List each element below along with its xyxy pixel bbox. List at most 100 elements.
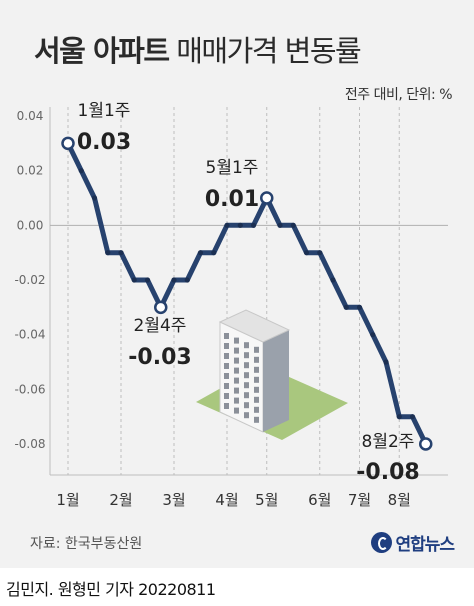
- logo-text: 연합뉴스: [395, 535, 455, 555]
- data-point: [118, 250, 124, 256]
- data-point: [277, 222, 283, 228]
- annotation-value: -0.03: [128, 345, 191, 370]
- y-tick-label: -0.08: [14, 437, 45, 451]
- building-window: [234, 357, 239, 364]
- building-window: [254, 416, 259, 423]
- building-window: [254, 406, 259, 413]
- logo-mark-icon: [371, 532, 393, 553]
- line-chart: 0.04 0.02 0.00 -0.02 -0.04 -0.06 -0.08 1월 2월 3월 4월…: [14, 101, 448, 509]
- data-point: [105, 250, 111, 256]
- building-window: [234, 397, 239, 404]
- y-tick-label: -0.02: [14, 273, 45, 287]
- data-point: [290, 222, 296, 228]
- building-window: [254, 366, 259, 373]
- building-window: [234, 347, 239, 354]
- data-point: [131, 277, 137, 283]
- unit-note: 전주 대비, 단위: %: [344, 87, 453, 103]
- building-side-shape: [263, 330, 289, 432]
- data-point: [250, 222, 257, 228]
- building-window: [224, 363, 229, 369]
- data-point: [224, 222, 230, 228]
- y-tick-label: 0.00: [17, 218, 44, 232]
- data-point: [144, 277, 151, 283]
- building-window: [234, 367, 239, 374]
- annotation-label: 1월1주: [78, 101, 131, 121]
- x-tick-label: 7월: [348, 491, 371, 509]
- building-icon: [196, 309, 348, 440]
- building-window: [254, 346, 259, 353]
- building-window: [234, 337, 239, 344]
- building-window: [244, 402, 249, 409]
- data-point: [197, 250, 204, 256]
- annotation-value: 0.01: [205, 187, 259, 212]
- y-tick-label: -0.04: [14, 328, 45, 342]
- building-window: [254, 376, 259, 383]
- data-point: [171, 277, 177, 283]
- building-window: [244, 392, 249, 399]
- annotation-value: -0.08: [356, 460, 419, 485]
- data-point: [91, 195, 98, 201]
- annotation-label: 8월2주: [362, 432, 415, 452]
- data-point: [409, 414, 416, 420]
- data-point: [343, 304, 349, 310]
- logo: 연합뉴스: [371, 530, 455, 555]
- title-rest: 매매가격 변동률: [176, 34, 361, 68]
- title-bold: 서울 아파트: [34, 34, 170, 68]
- building-window: [254, 396, 259, 403]
- data-point: [211, 250, 217, 256]
- building-window: [224, 333, 229, 339]
- x-tick-label: 5월: [255, 491, 278, 509]
- building-window: [234, 387, 239, 394]
- x-tick-label: 6월: [308, 491, 331, 509]
- data-point: [237, 222, 243, 228]
- x-tick-label: 4월: [215, 491, 238, 509]
- data-point: [184, 277, 190, 283]
- building-window: [224, 403, 229, 409]
- annotation-label: 5월1주: [206, 158, 259, 178]
- data-point: [317, 250, 323, 256]
- byline: 김민지. 원형민 기자 20220811: [6, 580, 216, 599]
- series-line: [65, 140, 429, 447]
- building-window: [234, 407, 239, 414]
- x-tick-label: 8월: [388, 491, 411, 509]
- building-window: [224, 373, 229, 379]
- highlight-point: [61, 136, 75, 151]
- building-window: [244, 352, 249, 359]
- data-point: [383, 359, 389, 365]
- building-window: [224, 343, 229, 349]
- building-window: [254, 356, 259, 363]
- x-tick-label: 2월: [109, 491, 132, 509]
- line-layer: [61, 136, 433, 451]
- data-point: [356, 304, 363, 310]
- y-tick-label: 0.04: [17, 109, 44, 123]
- data-point: [396, 414, 402, 420]
- source-note: 자료: 한국부동산원: [30, 536, 143, 552]
- building-window: [234, 377, 239, 384]
- label-layer: 0.04 0.02 0.00 -0.02 -0.04 -0.06 -0.08 1월 2월 3월 4월…: [14, 101, 419, 509]
- y-tick-label: 0.02: [17, 164, 44, 178]
- data-point: [303, 250, 310, 256]
- building-window: [224, 353, 229, 359]
- x-tick-label: 3월: [162, 491, 185, 509]
- highlight-point: [260, 191, 274, 205]
- data-point: [330, 277, 336, 283]
- building-window: [224, 383, 229, 389]
- x-tick-label: 1월: [56, 491, 79, 509]
- building-window: [244, 412, 249, 419]
- building-window: [244, 342, 249, 349]
- chart-title: 서울 아파트 매매가격 변동률: [34, 28, 454, 70]
- building-roof-shape: [218, 309, 291, 343]
- building-window: [244, 362, 249, 369]
- highlight-point: [154, 300, 168, 315]
- annotation-label: 2월4주: [134, 316, 187, 336]
- chart-card: 서울 아파트 매매가격 변동률 전주 대비, 단위: % 0.04 0.02 0.0…: [0, 0, 474, 568]
- data-point: [78, 168, 84, 174]
- building-window: [244, 382, 249, 389]
- building-window: [254, 386, 259, 393]
- annotation-value: 0.03: [77, 130, 131, 155]
- building-window: [224, 393, 229, 399]
- building-window: [244, 372, 249, 379]
- highlight-point: [419, 437, 433, 451]
- data-point: [370, 332, 376, 338]
- y-tick-label: -0.06: [14, 382, 45, 396]
